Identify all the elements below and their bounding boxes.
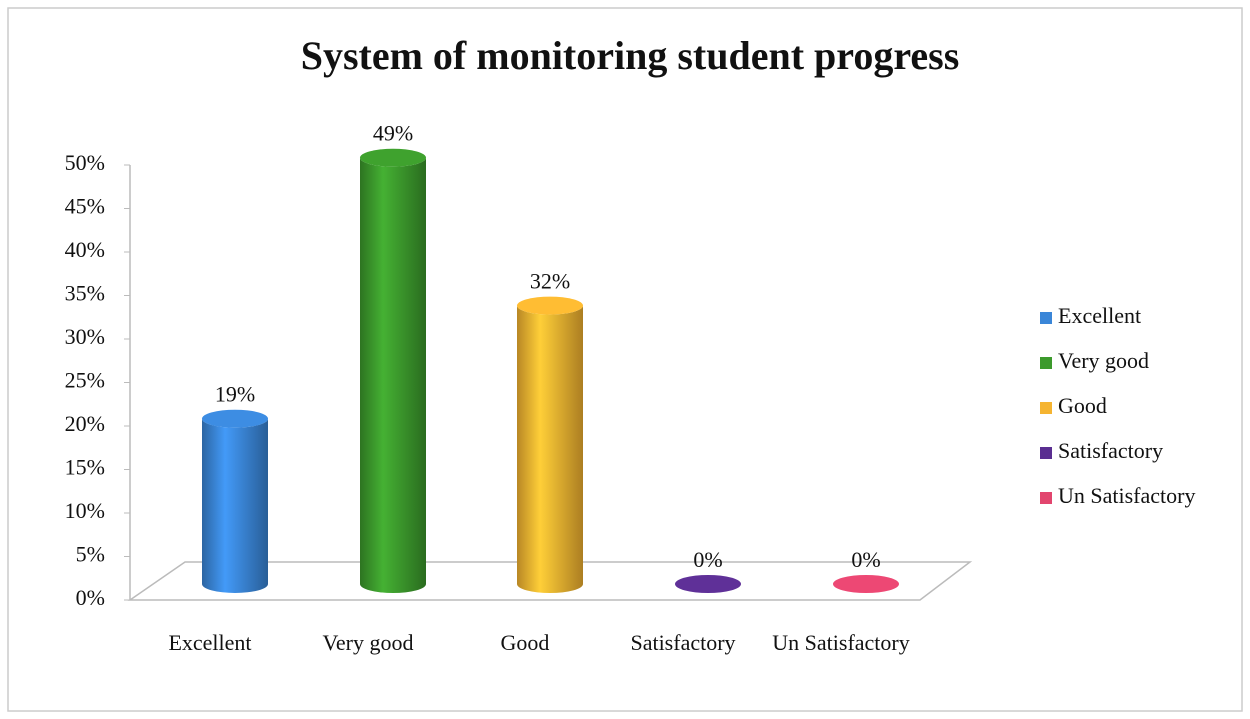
data-label: 19% <box>215 382 255 407</box>
bar-top <box>675 575 741 593</box>
x-tick-label: Good <box>500 630 550 655</box>
y-tick-label: 40% <box>65 237 105 262</box>
x-tick-label: Satisfactory <box>630 630 736 655</box>
legend-label: Very good <box>1058 348 1149 373</box>
chart-border <box>7 7 1243 712</box>
y-tick-label: 15% <box>65 455 105 480</box>
y-tick-label: 50% <box>65 150 105 175</box>
y-tick-label: 10% <box>65 498 105 523</box>
legend-swatch <box>1040 402 1052 414</box>
y-tick-label: 30% <box>65 324 105 349</box>
x-tick-label: Very good <box>322 630 414 655</box>
legend-label: Good <box>1058 393 1107 418</box>
bar-top <box>360 148 426 167</box>
bar-top <box>517 296 583 315</box>
legend-swatch <box>1040 357 1052 369</box>
y-tick-label: 0% <box>76 585 105 610</box>
legend-swatch <box>1040 447 1052 459</box>
x-tick-label: Excellent <box>168 630 252 655</box>
y-tick-label: 25% <box>65 368 105 393</box>
data-label: 49% <box>373 121 413 146</box>
legend-swatch <box>1040 492 1052 504</box>
y-tick-label: 5% <box>76 542 105 567</box>
y-tick-label: 35% <box>65 281 105 306</box>
floor <box>127 561 973 601</box>
data-label: 0% <box>693 547 722 572</box>
y-tick-label: 20% <box>65 411 105 436</box>
bar-top <box>202 409 268 428</box>
x-tick-label: Un Satisfactory <box>772 630 910 655</box>
data-label: 0% <box>851 547 880 572</box>
legend-label: Satisfactory <box>1058 438 1163 463</box>
bar <box>202 418 268 593</box>
chart-title: System of monitoring student progress <box>301 33 960 78</box>
y-tick-label: 45% <box>65 194 105 219</box>
legend-label: Un Satisfactory <box>1058 483 1195 508</box>
bar <box>360 157 426 593</box>
data-label: 32% <box>530 269 570 294</box>
legend-swatch <box>1040 312 1052 324</box>
bar-top <box>833 575 899 593</box>
bar <box>517 305 583 593</box>
legend-label: Excellent <box>1058 303 1141 328</box>
